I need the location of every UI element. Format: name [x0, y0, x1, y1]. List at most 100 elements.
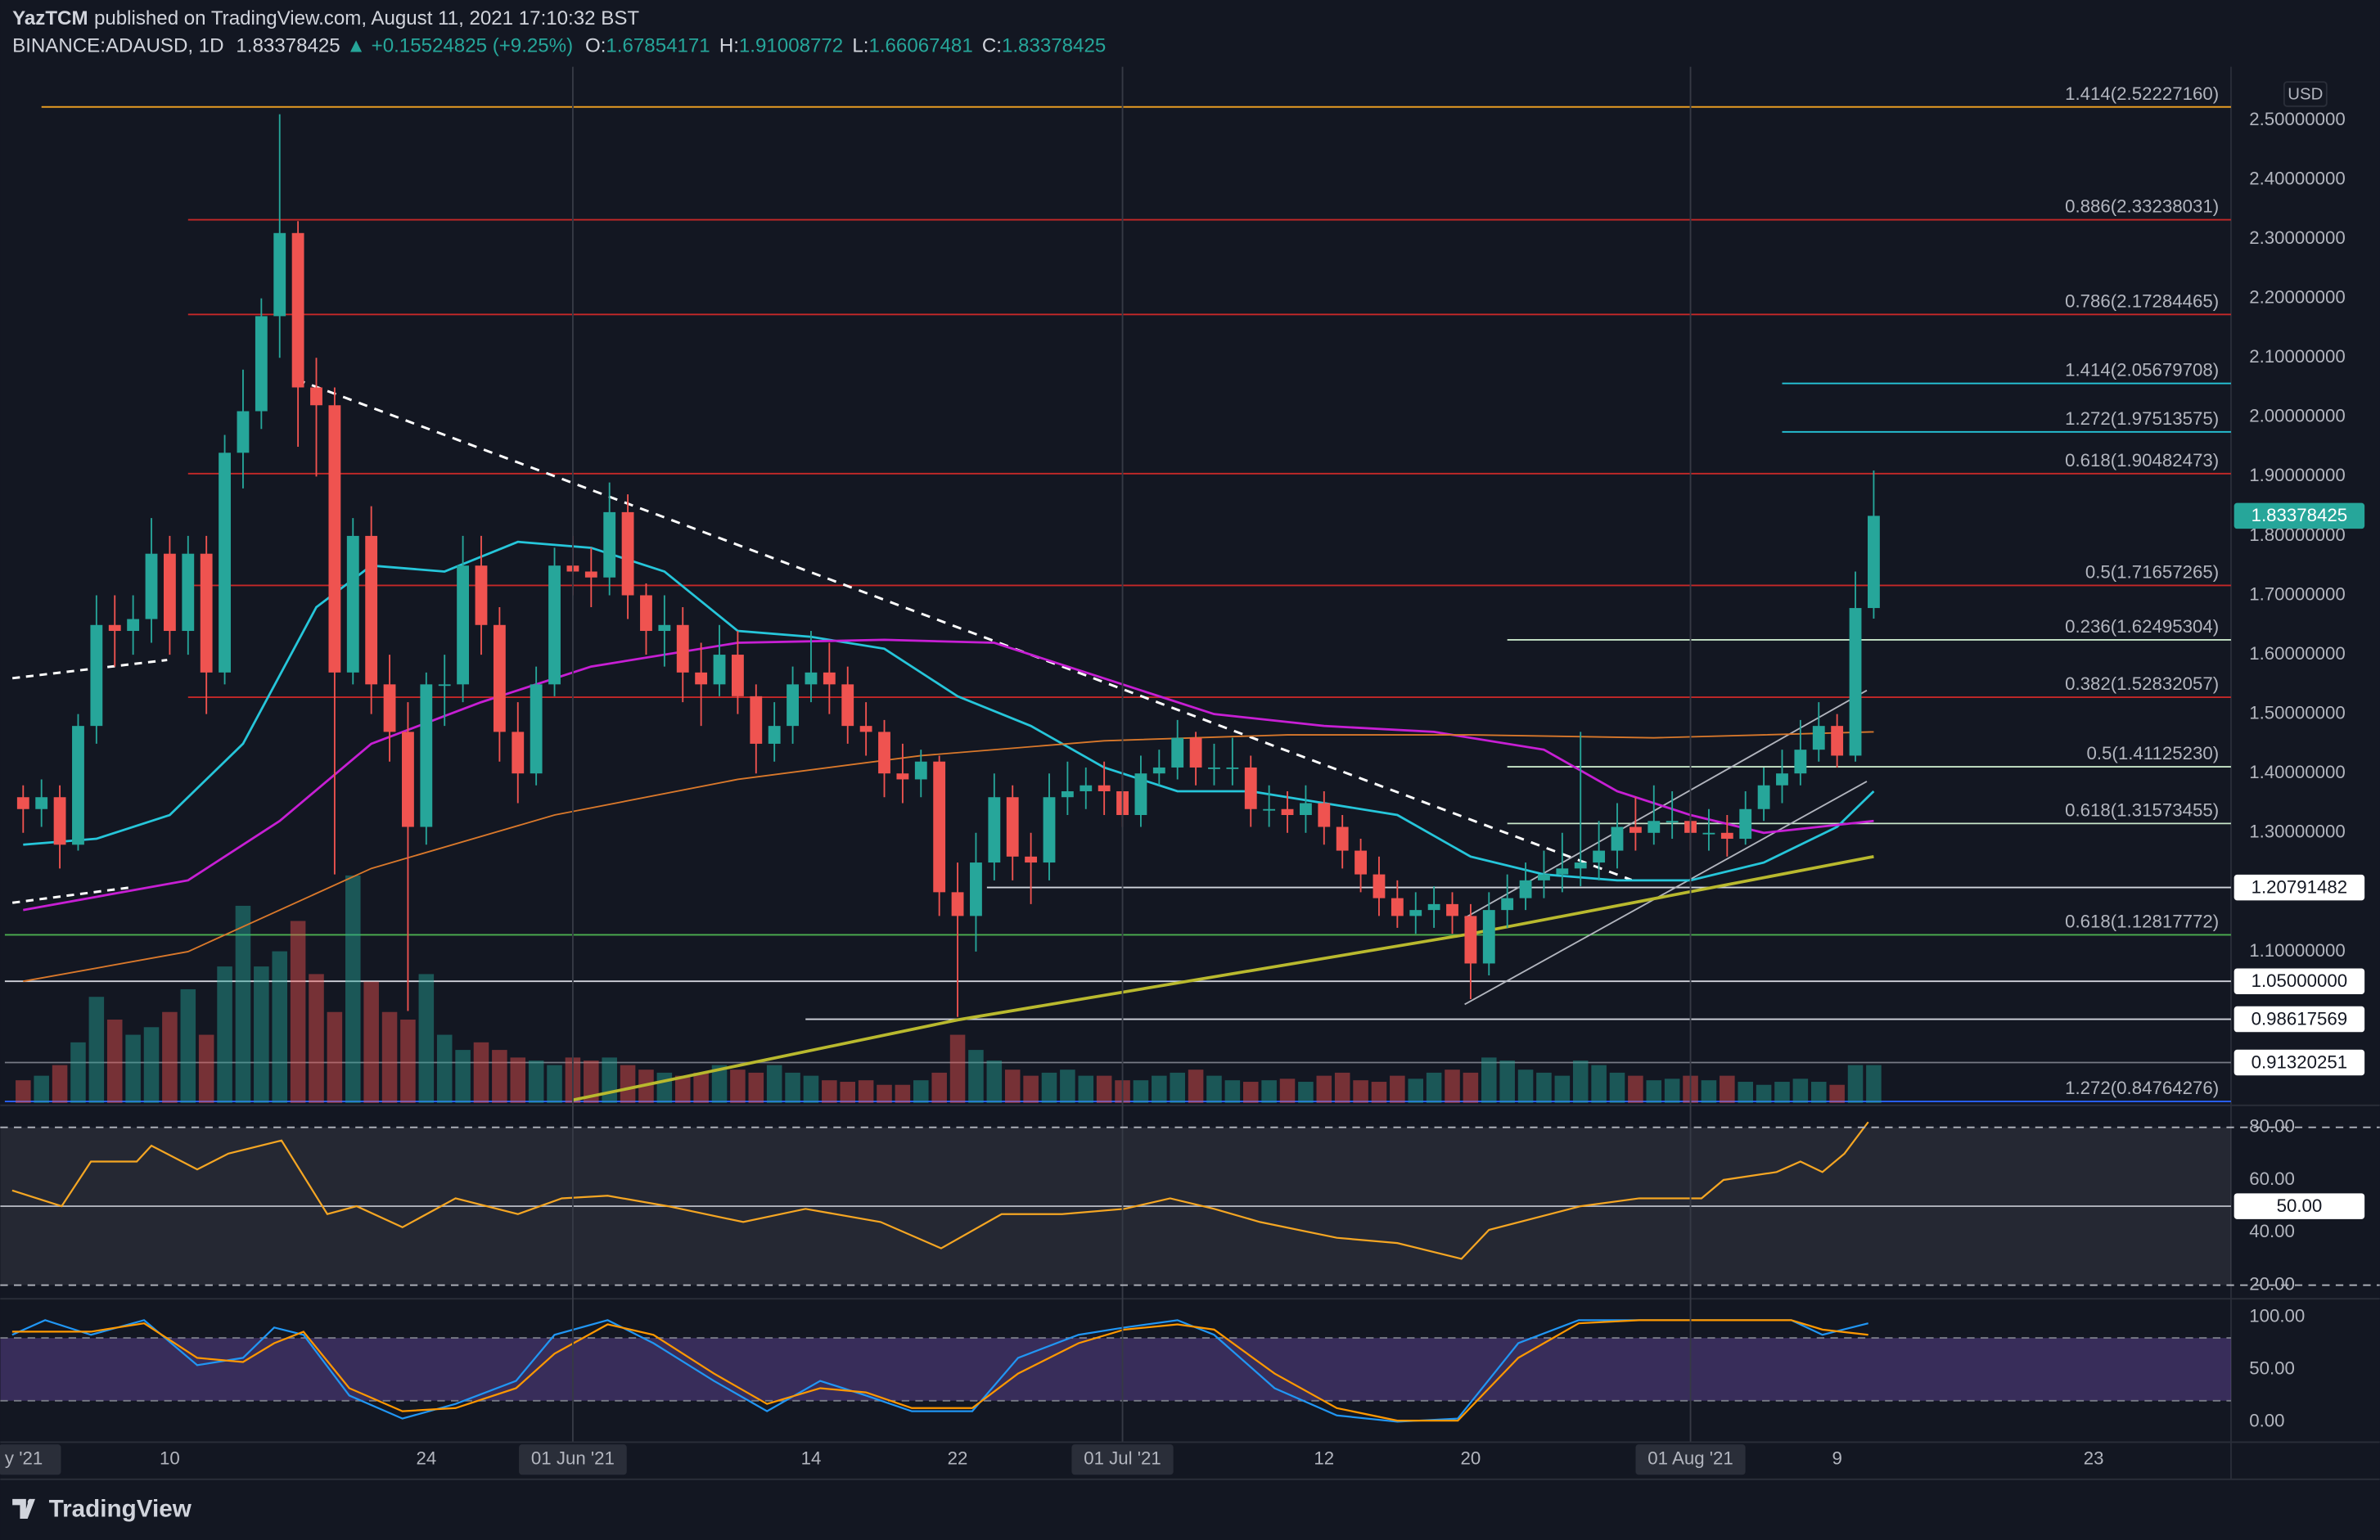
- volume-bar: [711, 1065, 728, 1103]
- stoch-tick-label: 0.00: [2249, 1410, 2284, 1430]
- rsi-tick-label: 20.00: [2249, 1273, 2295, 1294]
- y-tick-label: 1.10000000: [2249, 940, 2346, 961]
- volume-bar: [1152, 1075, 1167, 1103]
- candle-body: [310, 387, 322, 406]
- candle-body: [914, 761, 927, 780]
- volume-bar: [1792, 1078, 1809, 1103]
- volume-bar: [547, 1065, 562, 1103]
- volume-bar: [1242, 1082, 1259, 1103]
- volume-bar: [766, 1065, 782, 1103]
- x-tick-label: 10: [160, 1448, 180, 1469]
- fib-label: 0.236(1.62495304): [2065, 616, 2219, 637]
- candle-body: [1006, 797, 1019, 857]
- volume-bar: [34, 1075, 49, 1103]
- price-badge-box: [2234, 1006, 2365, 1033]
- last-price-badge-box: [2234, 502, 2365, 529]
- candle-body: [1629, 826, 1642, 833]
- volume-bar: [913, 1080, 929, 1103]
- last-price-badge: 1.83378425: [2252, 505, 2348, 525]
- volume-bar: [1334, 1072, 1350, 1103]
- candle-body: [72, 726, 84, 845]
- volume-bar: [400, 1020, 416, 1103]
- candle-body: [1648, 821, 1661, 833]
- last-price: 1.83378425: [236, 35, 340, 57]
- volume-bar: [1316, 1075, 1332, 1103]
- volume-bar: [217, 966, 232, 1103]
- y-tick-label: 1.40000000: [2249, 762, 2346, 782]
- candle-body: [90, 624, 103, 727]
- volume-bar: [1023, 1075, 1039, 1103]
- candle-body: [878, 732, 890, 774]
- volume-bar: [1170, 1072, 1185, 1103]
- candle-body: [1446, 903, 1458, 916]
- candle-body: [1739, 808, 1752, 840]
- volume-bar: [693, 1072, 709, 1103]
- volume-bar: [455, 1050, 471, 1103]
- x-tick-label: 01 Jul '21: [1084, 1448, 1161, 1469]
- volume-bar: [254, 966, 269, 1103]
- symbol-line: BINANCE:ADAUSD, 1D 1.83378425 ▲ +0.1552482…: [12, 35, 1106, 57]
- stoch-rsi-pane: [0, 1319, 2231, 1423]
- candle-body: [127, 619, 140, 632]
- candle-body: [273, 232, 286, 317]
- volume-bar: [674, 1075, 691, 1103]
- volume-bar: [1774, 1082, 1790, 1103]
- volume-bar: [16, 1080, 31, 1103]
- candle-body: [1226, 767, 1239, 769]
- axes: y '21 10 24 01 Jun '21 14 22 01 Jul '21 12 20 01 …: [0, 66, 2380, 1475]
- candle-body: [1025, 856, 1038, 863]
- volume-bar: [1445, 1069, 1460, 1103]
- fib-label: 1.272(1.97513575): [2065, 408, 2219, 429]
- x-tick-label: 14: [801, 1448, 822, 1469]
- x-tick-label: 23: [2084, 1448, 2104, 1469]
- fib-label: 0.886(2.33238031): [2065, 196, 2219, 217]
- volume-bar: [88, 997, 105, 1103]
- candle-body: [1281, 808, 1294, 816]
- volume-bar: [125, 1034, 141, 1103]
- volume-bar: [1261, 1080, 1277, 1103]
- candle-body: [1080, 785, 1093, 791]
- candle-body: [1501, 898, 1514, 911]
- price-badge-box: [2234, 968, 2365, 994]
- volume-bar: [162, 1011, 178, 1103]
- candle-body: [1556, 868, 1569, 875]
- candle-body: [640, 595, 652, 632]
- price-pane: [4, 106, 2231, 1103]
- candle-body: [1098, 785, 1111, 791]
- candle-body: [988, 797, 1001, 863]
- x-tick-label: 01 Jun '21: [531, 1448, 615, 1469]
- volume-bar: [1847, 1065, 1864, 1103]
- volume-bar: [638, 1069, 654, 1103]
- candle-body: [219, 453, 231, 673]
- rsi-tick-label: 80.00: [2249, 1116, 2295, 1137]
- volume-bar: [473, 1042, 489, 1103]
- candle-body: [1409, 910, 1422, 916]
- volume-bar: [180, 988, 196, 1103]
- candle-body: [145, 553, 158, 619]
- candle-body: [621, 511, 634, 596]
- volume-bar: [290, 921, 306, 1103]
- candle-body: [1519, 880, 1532, 898]
- candle-body: [805, 672, 818, 685]
- logo: TradingView: [12, 1496, 192, 1523]
- logo-text: TradingView: [49, 1496, 192, 1523]
- candle-body: [1171, 737, 1184, 768]
- author: YazTCM: [12, 7, 88, 29]
- candle-body: [328, 405, 341, 673]
- volume-bar: [1353, 1080, 1368, 1103]
- ohlc-label: H:: [719, 35, 739, 57]
- y-tick-label: 1.50000000: [2249, 703, 2346, 723]
- volume-bar: [272, 951, 287, 1103]
- candle-body: [859, 726, 872, 732]
- y-tick-label: 2.50000000: [2249, 109, 2346, 129]
- x-tick-box: [519, 1444, 627, 1475]
- candle-body: [457, 565, 470, 685]
- trend-line: [1464, 781, 1868, 1006]
- volume-bar: [198, 1034, 214, 1103]
- stoch-tick-label: 100.00: [2249, 1305, 2305, 1326]
- candle-body: [16, 797, 29, 809]
- candle-body: [951, 892, 964, 916]
- y-tick-label: 2.00000000: [2249, 406, 2346, 426]
- y-tick-label: 1.60000000: [2249, 643, 2346, 664]
